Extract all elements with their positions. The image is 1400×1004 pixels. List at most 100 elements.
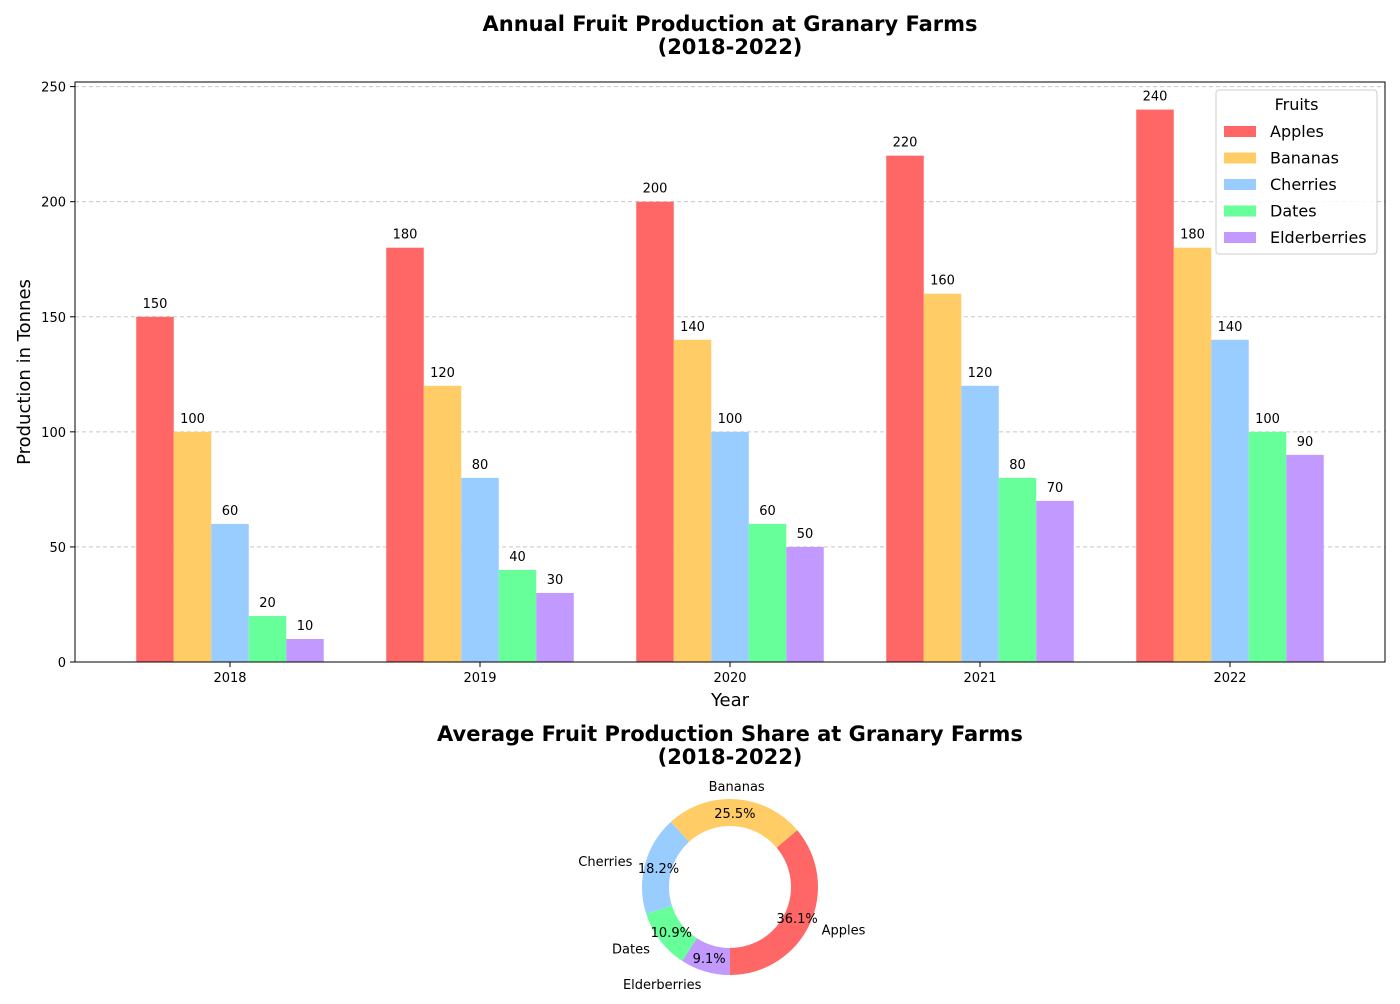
y-tick-label-100: 100 <box>41 426 66 441</box>
legend-swatch-elderberries <box>1224 232 1256 243</box>
legend-title: Fruits <box>1275 95 1319 114</box>
y-tick-label-0: 0 <box>58 656 66 671</box>
bar-label-bananas-2019: 120 <box>430 366 455 381</box>
bar-label-dates-2022: 100 <box>1255 412 1280 427</box>
legend-label-apples: Apples <box>1270 122 1324 141</box>
bar-label-bananas-2021: 160 <box>930 274 955 289</box>
legend-swatch-cherries <box>1224 179 1256 190</box>
x-axis-label: Year <box>710 690 750 711</box>
bar-dates-2021 <box>998 477 1037 662</box>
x-tick-label-2020: 2020 <box>713 671 746 686</box>
bar-bananas-2019 <box>423 385 462 662</box>
donut-slice-dates <box>646 905 697 961</box>
bar-label-bananas-2022: 180 <box>1180 228 1205 243</box>
donut-slice-elderberries <box>682 938 730 976</box>
bar-label-bananas-2020: 140 <box>680 320 705 335</box>
bar-label-cherries-2021: 120 <box>968 366 993 381</box>
bar-label-cherries-2022: 140 <box>1218 320 1243 335</box>
donut-label-dates: Dates <box>612 943 650 958</box>
donut-slice-bananas <box>670 799 798 848</box>
bar-dates-2022 <box>1248 431 1287 662</box>
donut-pct-bananas: 25.5% <box>714 807 755 822</box>
bar-apples-2021 <box>886 155 924 662</box>
bar-elderberries-2018 <box>286 638 324 662</box>
bar-label-cherries-2018: 60 <box>222 504 239 519</box>
bar-bananas-2020 <box>673 339 712 662</box>
x-tick-label-2018: 2018 <box>213 671 246 686</box>
donut-pct-dates: 10.9% <box>651 926 692 941</box>
bar-dates-2020 <box>748 523 787 662</box>
bar-label-bananas-2018: 100 <box>180 412 205 427</box>
bar-elderberries-2021 <box>1036 500 1074 662</box>
donut-chart: 36.1% Apples 25.5% Bananas 18.2% Cherries 10.9… <box>578 780 865 993</box>
pie-chart-title-line-2: (2018-2022) <box>658 745 803 769</box>
donut-label-apples: Apples <box>822 924 866 939</box>
legend-swatch-apples <box>1224 126 1256 137</box>
bar-apples-2020 <box>636 201 674 662</box>
legend-label-elderberries: Elderberries <box>1270 228 1367 247</box>
legend-label-dates: Dates <box>1270 202 1317 221</box>
x-tick-label-2019: 2019 <box>463 671 496 686</box>
bar-dates-2018 <box>248 615 287 662</box>
bar-label-elderberries-2018: 10 <box>297 619 314 634</box>
y-tick-label-200: 200 <box>41 196 66 211</box>
bar-elderberries-2020 <box>786 546 824 662</box>
bar-bananas-2021 <box>923 293 962 662</box>
bar-elderberries-2019 <box>536 592 574 662</box>
bar-cherries-2022 <box>1211 339 1249 662</box>
legend-swatch-dates <box>1224 205 1256 217</box>
bar-apples-2018 <box>136 316 174 662</box>
donut-slice-apples <box>730 830 819 975</box>
bar-bananas-2018 <box>173 431 212 662</box>
donut-label-cherries: Cherries <box>578 855 632 870</box>
legend: Fruits Apples Bananas Cherries Dates Elderber… <box>1215 89 1378 255</box>
donut-pct-apples: 36.1% <box>776 912 817 927</box>
y-tick-label-50: 50 <box>49 541 66 556</box>
bar-label-apples-2020: 200 <box>643 182 668 197</box>
bar-chart-title-line-2: (2018-2022) <box>658 35 803 59</box>
donut-label-bananas: Bananas <box>709 780 765 795</box>
bar-bananas-2022 <box>1173 247 1212 662</box>
x-tick-label-2021: 2021 <box>963 671 996 686</box>
y-tick-label-150: 150 <box>41 311 66 326</box>
x-axis-ticks: 2018 2019 2020 2021 2022 <box>213 662 1247 686</box>
bar-cherries-2021 <box>961 385 999 662</box>
bar-apples-2022 <box>1136 109 1174 663</box>
bar-label-dates-2021: 80 <box>1009 458 1026 473</box>
y-tick-label-250: 250 <box>41 81 66 96</box>
donut-pct-cherries: 18.2% <box>638 862 679 877</box>
bar-cherries-2019 <box>461 477 499 662</box>
bar-label-apples-2022: 240 <box>1143 90 1168 105</box>
bar-cherries-2018 <box>211 523 249 662</box>
bar-label-apples-2019: 180 <box>393 228 418 243</box>
bar-label-elderberries-2022: 90 <box>1297 435 1314 450</box>
donut-label-elderberries: Elderberries <box>623 978 702 993</box>
bar-cherries-2020 <box>711 431 749 662</box>
legend-swatch-bananas <box>1224 152 1256 164</box>
bar-label-dates-2020: 60 <box>759 504 776 519</box>
y-axis-ticks: 0 50 100 150 200 250 <box>41 81 75 671</box>
bar-label-elderberries-2020: 50 <box>797 527 814 542</box>
bar-chart-bars <box>136 109 1324 663</box>
bar-label-cherries-2020: 100 <box>718 412 743 427</box>
bar-label-elderberries-2021: 70 <box>1047 481 1064 496</box>
x-tick-label-2022: 2022 <box>1213 671 1246 686</box>
bar-label-elderberries-2019: 30 <box>547 573 564 588</box>
bar-label-apples-2018: 150 <box>143 297 168 312</box>
pie-chart-title-line-1: Average Fruit Production Share at Granar… <box>437 722 1023 746</box>
bar-chart-title-line-1: Annual Fruit Production at Granary Farms <box>483 12 978 36</box>
donut-slice-cherries <box>642 821 690 914</box>
legend-label-bananas: Bananas <box>1270 149 1339 168</box>
bar-dates-2019 <box>498 569 537 662</box>
legend-box <box>1215 89 1378 255</box>
y-axis-label: Production in Tonnes <box>14 279 35 465</box>
bar-elderberries-2022 <box>1286 454 1324 662</box>
bar-label-cherries-2019: 80 <box>472 458 489 473</box>
bar-label-apples-2021: 220 <box>893 136 918 151</box>
bar-chart-data-labels: 150 100 60 20 10 180 120 80 40 30 200 140 100 60 50 220… <box>143 90 1314 634</box>
bar-label-dates-2018: 20 <box>259 596 276 611</box>
bar-apples-2019 <box>386 247 424 662</box>
legend-label-cherries: Cherries <box>1270 175 1337 194</box>
